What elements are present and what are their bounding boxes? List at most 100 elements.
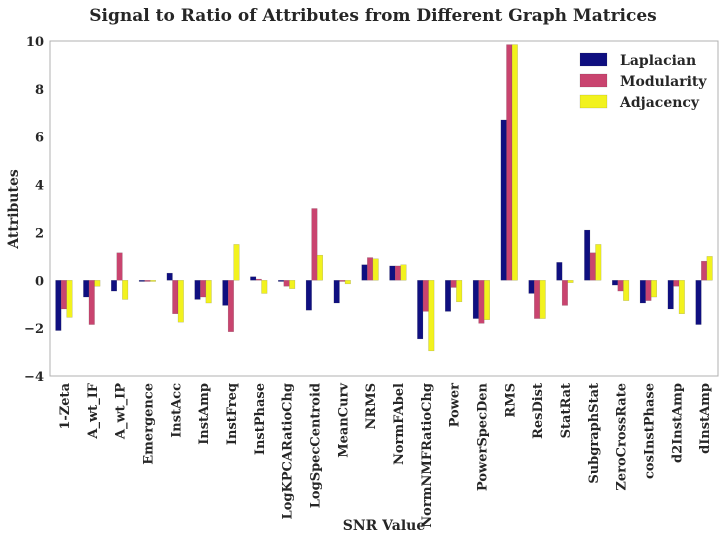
bar-modularity: [172, 280, 179, 314]
bar-modularity: [701, 260, 708, 281]
x-tick-label: StatRat: [559, 383, 574, 438]
bar-adjacency: [149, 280, 156, 282]
x-tick-label: ZeroCrossRate: [615, 383, 630, 491]
bar-modularity: [673, 280, 680, 287]
bar-modularity: [478, 280, 485, 324]
y-tick-label: −4: [24, 370, 44, 385]
x-tick-label: InstPhase: [253, 383, 268, 455]
bar-adjacency: [678, 280, 685, 314]
x-tick-label: dInstAmp: [698, 383, 713, 454]
bar-modularity: [534, 280, 541, 319]
chart-title: Signal to Ratio of Attributes from Diffe…: [89, 6, 656, 26]
bar-adjacency: [511, 44, 518, 281]
bar-modularity: [88, 280, 95, 325]
bar-adjacency: [400, 264, 407, 281]
bar-laplacian: [222, 280, 229, 306]
bar-adjacency: [205, 280, 212, 304]
bar-modularity: [116, 252, 123, 281]
bar-laplacian: [667, 280, 674, 310]
bar-laplacian: [278, 280, 285, 282]
x-tick-label: MeanCurv: [336, 383, 351, 458]
bar-adjacency: [623, 280, 630, 301]
x-tick-label: 1-Zeta: [58, 382, 73, 429]
bar-modularity: [367, 257, 374, 281]
x-axis-label: SNR Value: [343, 518, 426, 534]
y-tick-label: −2: [24, 322, 44, 337]
bar-laplacian: [528, 280, 535, 294]
bar-modularity: [506, 44, 513, 281]
x-tick-label: NormFAbel: [392, 383, 407, 465]
x-tick-label: d2InstAmp: [670, 383, 685, 463]
legend-label-adjacency: Adjacency: [619, 95, 700, 111]
x-tick-label: NormNMFRatioChg: [420, 383, 435, 528]
bar-modularity: [617, 280, 624, 292]
bar-laplacian: [361, 264, 368, 281]
bar-laplacian: [500, 119, 507, 281]
x-tick-label: InstAcc: [169, 383, 184, 438]
bar-adjacency: [595, 244, 602, 281]
legend-swatch-modularity: [579, 73, 608, 88]
bar-modularity: [422, 280, 429, 312]
x-tick-label: RMS: [503, 383, 518, 418]
x-tick-label: LogKPCARatioChg: [281, 383, 296, 519]
bar-adjacency: [94, 280, 101, 287]
x-tick-label: PowerSpecDen: [475, 382, 490, 491]
bar-adjacency: [289, 280, 296, 289]
bar-adjacency: [372, 258, 379, 281]
x-tick-label: InstFreq: [225, 383, 240, 445]
bar-adjacency: [567, 280, 574, 283]
x-tick-label: Emergence: [141, 383, 156, 465]
bar-laplacian: [138, 280, 145, 282]
legend-swatch-adjacency: [579, 94, 608, 109]
plot-area: [49, 40, 719, 377]
bar-laplacian: [417, 280, 424, 340]
bar-adjacency: [317, 254, 323, 281]
bar-adjacency: [428, 280, 435, 352]
legend: Laplacian Modularity Adjacency: [579, 52, 707, 111]
bar-modularity: [200, 280, 207, 298]
bar-modularity: [450, 280, 457, 288]
bar-adjacency: [484, 280, 490, 320]
bar-adjacency: [706, 256, 713, 281]
bar-adjacency: [344, 280, 351, 285]
x-tick-label: SubgraphStat: [587, 383, 602, 484]
x-tick-label: Power: [448, 383, 463, 428]
y-tick-label: 0: [35, 274, 44, 289]
y-tick-label: 8: [35, 83, 44, 98]
bar-modularity: [144, 280, 151, 282]
bar-adjacency: [539, 280, 546, 319]
x-tick-label: cosInstPhase: [642, 383, 657, 479]
bar-modularity: [561, 280, 568, 306]
bar-laplacian: [111, 280, 118, 292]
bar-modularity: [645, 280, 652, 301]
bar-laplacian: [194, 280, 201, 300]
bar-laplacian: [389, 265, 396, 281]
bars-group: [55, 44, 713, 352]
bar-modularity: [60, 280, 67, 310]
bar-laplacian: [695, 280, 702, 325]
bar-modularity: [283, 280, 290, 287]
bar-laplacian: [584, 229, 591, 281]
bar-adjacency: [177, 280, 184, 323]
bar-adjacency: [456, 280, 463, 303]
legend-label-modularity: Modularity: [620, 74, 707, 90]
y-tick-label: 2: [35, 226, 44, 241]
bar-modularity: [589, 252, 596, 281]
y-axis-ticks: −4 −2 0 2 4 6 8 10: [24, 35, 44, 385]
bar-laplacian: [250, 276, 257, 281]
y-tick-label: 4: [35, 179, 44, 194]
y-tick-label: 10: [26, 35, 44, 50]
bar-laplacian: [472, 280, 479, 319]
bar-adjacency: [651, 280, 657, 298]
bar-laplacian: [166, 272, 173, 281]
bar-adjacency: [66, 280, 73, 318]
legend-swatch-laplacian: [579, 52, 608, 67]
legend-label-laplacian: Laplacian: [620, 53, 696, 69]
bar-laplacian: [305, 280, 312, 311]
bar-modularity: [339, 280, 346, 282]
x-tick-label: NRMS: [364, 383, 379, 429]
bar-laplacian: [639, 280, 646, 304]
bar-adjacency: [122, 280, 129, 300]
x-tick-label: LogSpecCentroid: [308, 383, 323, 508]
